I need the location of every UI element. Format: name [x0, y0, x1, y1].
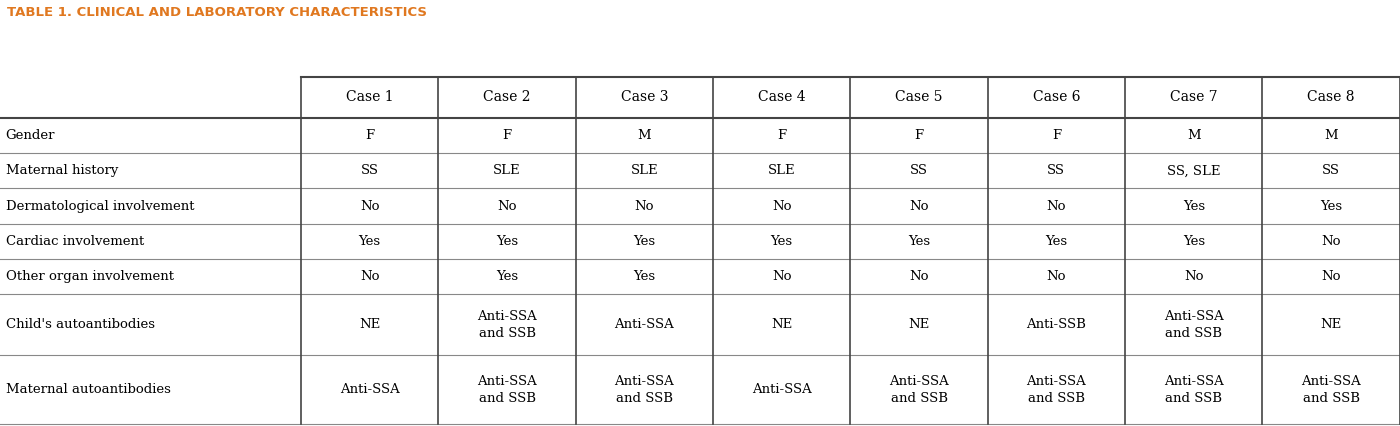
Text: Case 4: Case 4	[757, 90, 805, 104]
Text: Case 7: Case 7	[1170, 90, 1218, 104]
Text: Case 3: Case 3	[620, 90, 668, 104]
Text: Yes: Yes	[1046, 235, 1067, 248]
Text: Case 6: Case 6	[1033, 90, 1081, 104]
Text: SS: SS	[1322, 164, 1340, 177]
Text: F: F	[365, 129, 374, 142]
Text: Anti-SSA
and SSB: Anti-SSA and SSB	[1301, 374, 1361, 405]
Text: F: F	[503, 129, 511, 142]
Text: Dermatological involvement: Dermatological involvement	[6, 200, 195, 213]
Text: Cardiac involvement: Cardiac involvement	[6, 235, 144, 248]
Text: Gender: Gender	[6, 129, 55, 142]
Text: Anti-SSA
and SSB: Anti-SSA and SSB	[477, 310, 536, 340]
Text: Anti-SSA
and SSB: Anti-SSA and SSB	[889, 374, 949, 405]
Text: No: No	[360, 270, 379, 283]
Text: Child's autoantibodies: Child's autoantibodies	[6, 318, 154, 331]
Text: Anti-SSA
and SSB: Anti-SSA and SSB	[1163, 310, 1224, 340]
Text: Maternal history: Maternal history	[6, 164, 118, 177]
Text: Yes: Yes	[358, 235, 381, 248]
Text: Anti-SSA
and SSB: Anti-SSA and SSB	[1163, 374, 1224, 405]
Text: No: No	[1047, 200, 1067, 213]
Text: Case 8: Case 8	[1308, 90, 1355, 104]
Text: No: No	[909, 270, 928, 283]
Text: Yes: Yes	[770, 235, 792, 248]
Text: SLE: SLE	[493, 164, 521, 177]
Text: F: F	[777, 129, 787, 142]
Text: M: M	[1187, 129, 1201, 142]
Text: No: No	[1322, 235, 1341, 248]
Text: Anti-SSA
and SSB: Anti-SSA and SSB	[1026, 374, 1086, 405]
Text: M: M	[637, 129, 651, 142]
Text: NE: NE	[771, 318, 792, 331]
Text: Anti-SSA
and SSB: Anti-SSA and SSB	[477, 374, 536, 405]
Text: NE: NE	[1320, 318, 1341, 331]
Text: No: No	[1184, 270, 1204, 283]
Text: Case 1: Case 1	[346, 90, 393, 104]
Text: No: No	[497, 200, 517, 213]
Text: No: No	[1047, 270, 1067, 283]
Text: SS: SS	[361, 164, 378, 177]
Text: Anti-SSA: Anti-SSA	[340, 383, 399, 396]
Text: Maternal autoantibodies: Maternal autoantibodies	[6, 383, 171, 396]
Text: Yes: Yes	[633, 235, 655, 248]
Text: SS: SS	[910, 164, 928, 177]
Text: NE: NE	[909, 318, 930, 331]
Text: SS: SS	[1047, 164, 1065, 177]
Text: TABLE 1. CLINICAL AND LABORATORY CHARACTERISTICS: TABLE 1. CLINICAL AND LABORATORY CHARACT…	[7, 6, 427, 20]
Text: SS, SLE: SS, SLE	[1168, 164, 1221, 177]
Text: Yes: Yes	[909, 235, 930, 248]
Text: Yes: Yes	[633, 270, 655, 283]
Text: Anti-SSB: Anti-SSB	[1026, 318, 1086, 331]
Text: NE: NE	[358, 318, 381, 331]
Text: No: No	[1322, 270, 1341, 283]
Text: No: No	[360, 200, 379, 213]
Text: SLE: SLE	[630, 164, 658, 177]
Text: M: M	[1324, 129, 1338, 142]
Text: Yes: Yes	[1183, 235, 1205, 248]
Text: Anti-SSA: Anti-SSA	[752, 383, 812, 396]
Text: Yes: Yes	[496, 270, 518, 283]
Text: F: F	[1051, 129, 1061, 142]
Text: No: No	[771, 200, 791, 213]
Text: No: No	[909, 200, 928, 213]
Text: Case 5: Case 5	[895, 90, 942, 104]
Text: Yes: Yes	[1320, 200, 1343, 213]
Text: Yes: Yes	[496, 235, 518, 248]
Text: SLE: SLE	[767, 164, 795, 177]
Text: No: No	[634, 200, 654, 213]
Text: F: F	[914, 129, 924, 142]
Text: Other organ involvement: Other organ involvement	[6, 270, 174, 283]
Text: Yes: Yes	[1183, 200, 1205, 213]
Text: No: No	[771, 270, 791, 283]
Text: Anti-SSA
and SSB: Anti-SSA and SSB	[615, 374, 675, 405]
Text: Case 2: Case 2	[483, 90, 531, 104]
Text: Anti-SSA: Anti-SSA	[615, 318, 675, 331]
